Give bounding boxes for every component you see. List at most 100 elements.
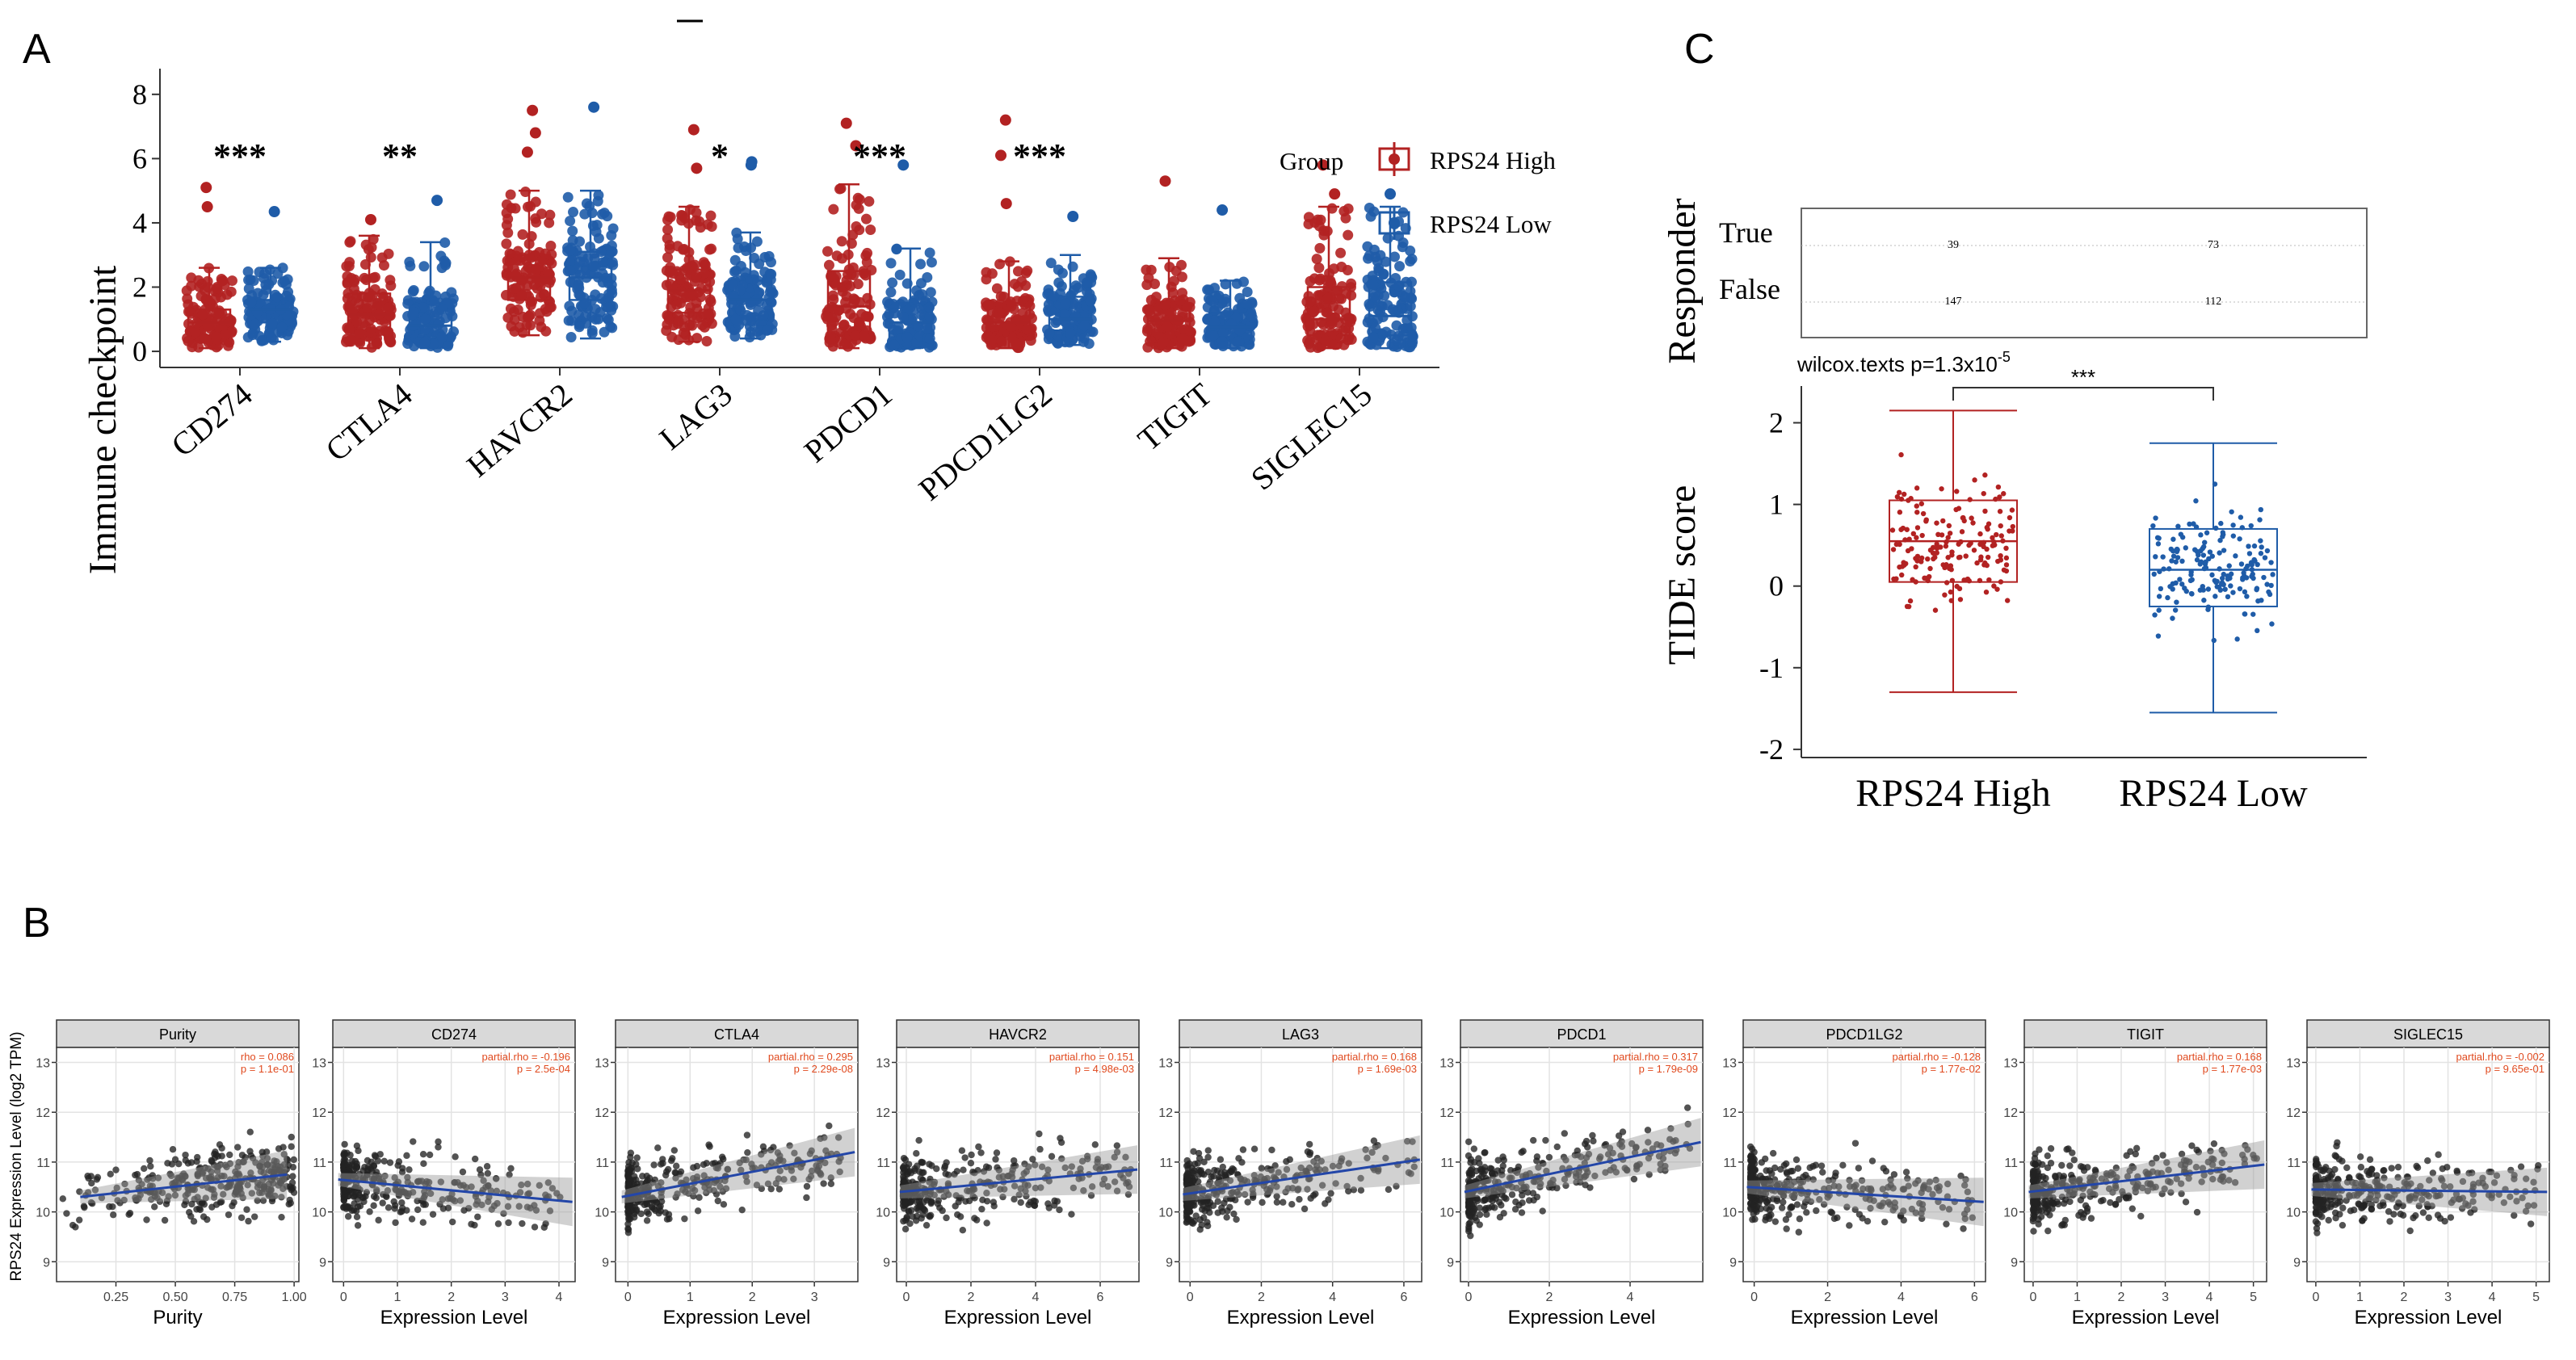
significance-stars: ** xyxy=(382,136,418,176)
data-point xyxy=(1218,1204,1225,1211)
data-point xyxy=(525,300,536,311)
data-point xyxy=(1942,592,1948,598)
data-point xyxy=(344,1192,352,1200)
data-point xyxy=(521,319,532,330)
panel-c-y-tick-label: 2 xyxy=(1769,406,1784,439)
data-point xyxy=(1994,531,1999,538)
data-point xyxy=(2188,572,2194,577)
data-point xyxy=(216,1198,224,1207)
data-point xyxy=(1906,603,1912,610)
data-point xyxy=(1208,296,1219,308)
data-point xyxy=(996,336,1007,347)
data-point xyxy=(573,309,584,321)
data-point xyxy=(1499,1162,1507,1169)
data-point xyxy=(419,1150,427,1158)
data-point xyxy=(1920,510,1927,517)
data-point xyxy=(845,309,856,320)
data-point xyxy=(743,1177,750,1186)
data-point xyxy=(1005,296,1016,308)
facet-title: CTLA4 xyxy=(714,1026,759,1043)
data-point xyxy=(2246,551,2253,556)
data-point xyxy=(501,199,512,210)
data-point xyxy=(669,1155,676,1162)
data-point xyxy=(404,1173,411,1182)
data-point xyxy=(934,1200,942,1207)
data-point xyxy=(194,1194,201,1201)
data-point xyxy=(952,1203,959,1210)
data-point xyxy=(2204,530,2210,535)
data-point xyxy=(745,299,756,310)
data-point xyxy=(1204,1153,1212,1161)
data-point xyxy=(211,308,222,319)
data-point xyxy=(1244,1198,1251,1206)
data-point xyxy=(677,210,688,221)
data-point xyxy=(897,312,909,323)
data-point xyxy=(288,1133,295,1141)
data-point xyxy=(1065,328,1076,339)
data-point xyxy=(824,334,835,345)
data-point xyxy=(2239,525,2246,531)
data-point xyxy=(1004,256,1015,267)
data-point xyxy=(397,1208,404,1215)
data-point xyxy=(2183,588,2189,594)
data-point xyxy=(545,240,557,251)
data-point xyxy=(2254,586,2259,593)
data-point xyxy=(2261,574,2267,581)
data-point xyxy=(91,1186,99,1194)
x-tick-label: 6 xyxy=(1097,1291,1104,1304)
data-point xyxy=(1335,247,1347,258)
category-label-pdcd1lg2: PDCD1LG2 xyxy=(912,376,1059,507)
data-point xyxy=(706,1143,713,1150)
data-point xyxy=(1966,542,1972,548)
data-point xyxy=(990,1198,998,1206)
data-point xyxy=(917,289,928,300)
data-point xyxy=(2230,533,2237,539)
data-point xyxy=(847,229,859,241)
data-point xyxy=(208,1203,216,1211)
data-point xyxy=(565,331,577,342)
data-point xyxy=(2187,521,2192,527)
data-point xyxy=(840,296,851,308)
data-point xyxy=(684,319,695,330)
data-point xyxy=(981,322,992,334)
data-point xyxy=(2209,572,2215,578)
data-point xyxy=(1897,541,1902,548)
outlier-point xyxy=(840,117,852,129)
data-point xyxy=(1283,1157,1290,1165)
data-point xyxy=(383,326,394,338)
data-point xyxy=(1057,1139,1065,1146)
y-tick-label: 9 xyxy=(1166,1256,1173,1270)
data-point xyxy=(662,233,673,244)
data-point xyxy=(88,1179,95,1187)
data-point xyxy=(225,1211,233,1219)
data-point xyxy=(1250,1145,1259,1152)
data-point xyxy=(1176,333,1187,344)
data-point xyxy=(201,1164,209,1172)
data-point xyxy=(922,1221,931,1229)
data-point xyxy=(520,187,532,198)
data-point xyxy=(845,280,856,292)
data-point xyxy=(1851,1140,1860,1147)
data-point xyxy=(2238,514,2244,520)
outlier-point xyxy=(1329,188,1341,200)
data-point xyxy=(1981,490,1986,497)
data-point xyxy=(2229,509,2234,514)
data-point xyxy=(836,236,847,247)
data-point xyxy=(885,258,897,269)
data-point xyxy=(484,1169,492,1177)
data-point xyxy=(645,1210,653,1218)
data-point xyxy=(1052,315,1063,326)
data-point xyxy=(288,1143,295,1150)
data-point xyxy=(2217,566,2222,572)
data-point xyxy=(1488,1169,1496,1177)
data-point xyxy=(574,256,586,267)
data-point xyxy=(2237,536,2242,542)
data-point xyxy=(749,252,760,263)
data-point xyxy=(1375,250,1386,261)
x-tick-label: 4 xyxy=(1897,1291,1905,1304)
data-point xyxy=(803,1182,811,1190)
data-point xyxy=(1311,254,1322,265)
data-point xyxy=(476,1166,484,1173)
x-tick-label: 2 xyxy=(1546,1291,1553,1304)
